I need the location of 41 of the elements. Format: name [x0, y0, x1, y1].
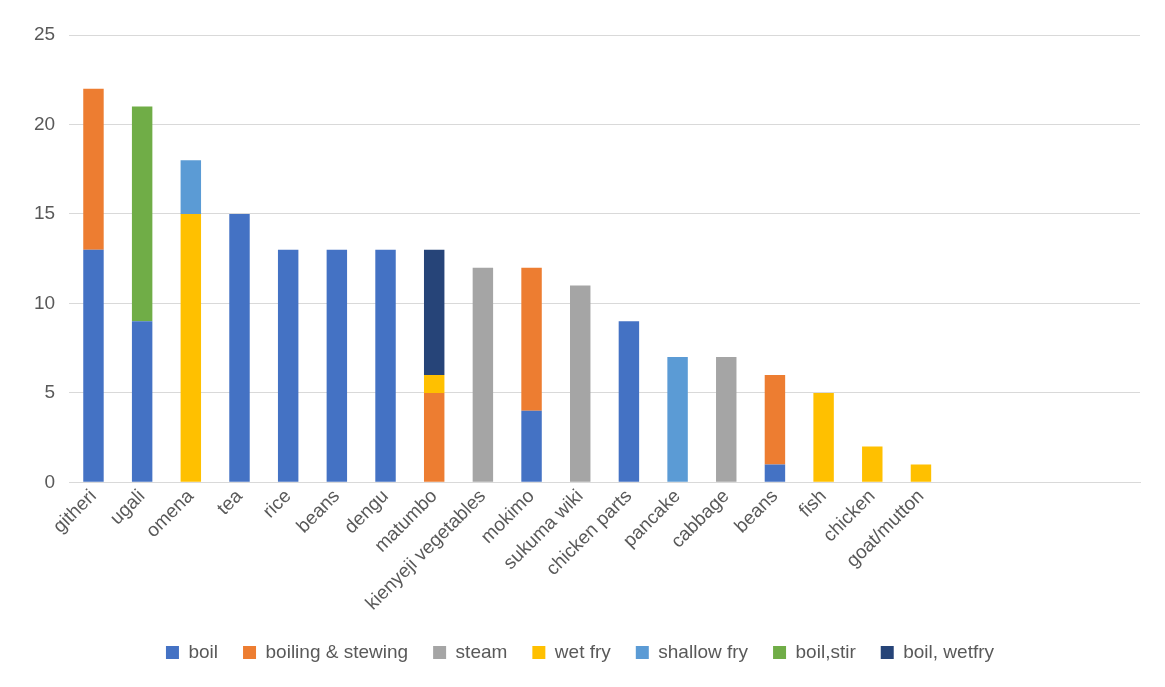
bar	[83, 88, 104, 250]
legend-label: wet fry	[553, 640, 612, 662]
x-tick-label: fish	[794, 485, 831, 521]
y-tick-label: 5	[44, 381, 56, 403]
bar	[83, 249, 104, 482]
bar	[423, 392, 445, 482]
bar	[764, 374, 786, 465]
bar	[521, 410, 542, 482]
bar	[570, 285, 591, 482]
bar	[423, 249, 445, 375]
legend-label: boil,stir	[795, 640, 857, 662]
legend-label: shallow fry	[658, 640, 749, 662]
bar	[764, 464, 786, 482]
bar	[813, 392, 834, 482]
bar	[326, 249, 348, 482]
bar	[667, 357, 688, 482]
legend-label: steam	[455, 640, 508, 662]
x-tick-label: rice	[258, 485, 295, 522]
bar	[910, 464, 932, 482]
bar	[131, 106, 153, 322]
legend-label: boil, wetfry	[903, 640, 995, 662]
bar	[375, 249, 396, 482]
bar	[716, 357, 737, 482]
legend-label: boiling & stewing	[265, 640, 409, 662]
bar	[472, 267, 494, 482]
bar	[229, 213, 250, 482]
bar	[618, 321, 640, 482]
y-tick-label: 20	[33, 112, 56, 134]
bar	[862, 446, 883, 482]
y-tick-label: 0	[44, 470, 56, 492]
legend-label: boil	[188, 640, 219, 662]
bar	[180, 213, 202, 482]
bar	[521, 267, 542, 411]
bar	[423, 374, 445, 393]
bar	[131, 321, 153, 482]
x-tick-label: tea	[212, 484, 247, 519]
bar	[277, 249, 299, 482]
y-tick-label: 10	[33, 291, 56, 313]
y-tick-label: 25	[33, 23, 56, 45]
y-tick-label: 15	[33, 202, 56, 224]
bar	[180, 160, 202, 214]
